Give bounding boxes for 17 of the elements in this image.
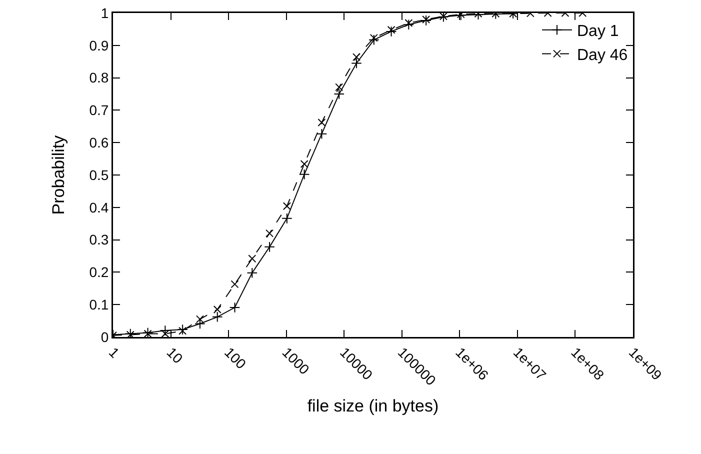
y-tick-label: 0.7 (89, 102, 109, 118)
y-tick-label: 0.8 (89, 70, 109, 86)
y-tick-label: 0.4 (89, 199, 109, 216)
y-tick-label: 0.1 (89, 296, 109, 312)
y-tick-label: 1 (100, 4, 109, 21)
y-axis-title: Probability (49, 134, 68, 215)
y-tick-label: 0.9 (89, 37, 109, 54)
y-tick-label: 0 (100, 328, 109, 345)
y-tick-label: 0.3 (89, 232, 109, 248)
x-tick-label: 10 (164, 344, 186, 367)
y-tick-label: 0.6 (89, 134, 109, 150)
x-tick-label: 100 (221, 344, 250, 372)
y-tick-label: 0.5 (89, 166, 109, 183)
x-axis-title: file size (in bytes) (307, 396, 439, 416)
legend-label: Day 1 (577, 23, 619, 40)
legend-label: Day 46 (577, 46, 628, 64)
y-tick-label: 0.2 (89, 264, 109, 280)
